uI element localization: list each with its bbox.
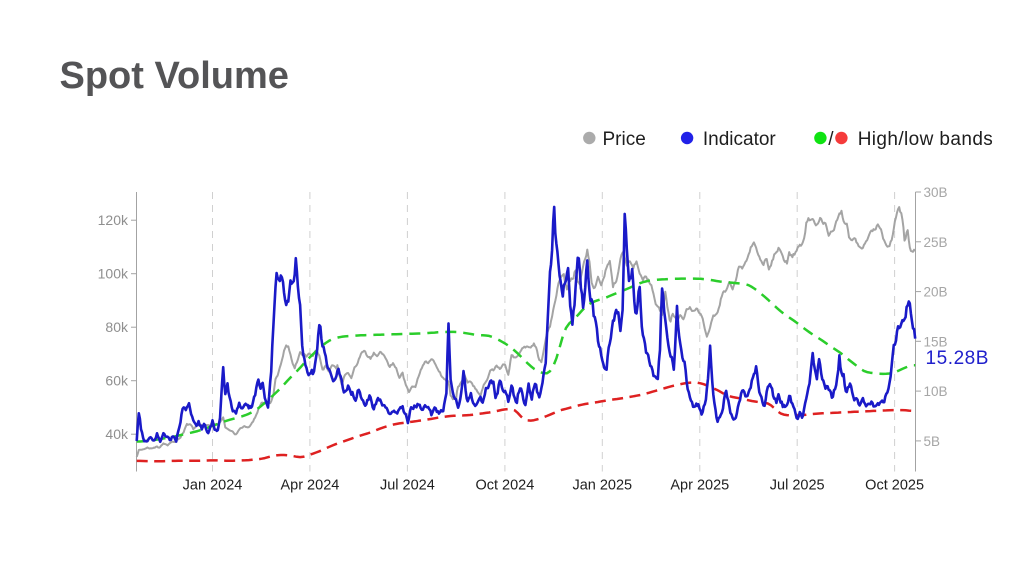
- svg-text:25B: 25B: [924, 235, 948, 250]
- svg-text:Oct 2024: Oct 2024: [475, 478, 534, 494]
- svg-text:/: /: [828, 129, 834, 150]
- svg-text:Indicator: Indicator: [703, 129, 777, 150]
- svg-text:15.28B: 15.28B: [926, 348, 990, 369]
- svg-text:Price: Price: [603, 129, 646, 150]
- svg-text:Jul 2024: Jul 2024: [380, 478, 435, 494]
- svg-text:Jan 2024: Jan 2024: [183, 478, 243, 494]
- svg-text:15B: 15B: [924, 334, 948, 349]
- svg-text:60k: 60k: [105, 373, 129, 389]
- svg-text:Spot Volume: Spot Volume: [60, 55, 289, 97]
- svg-text:40k: 40k: [105, 426, 129, 442]
- svg-text:100k: 100k: [98, 266, 129, 282]
- svg-text:5B: 5B: [924, 434, 941, 449]
- svg-text:Jul 2025: Jul 2025: [770, 478, 825, 494]
- svg-text:Oct 2025: Oct 2025: [865, 478, 924, 494]
- svg-text:80k: 80k: [105, 319, 129, 335]
- svg-text:Apr 2025: Apr 2025: [670, 478, 729, 494]
- svg-text:120k: 120k: [98, 212, 129, 228]
- svg-text:Jan 2025: Jan 2025: [572, 478, 632, 494]
- svg-text:Apr 2024: Apr 2024: [280, 478, 339, 494]
- svg-text:20B: 20B: [924, 285, 948, 300]
- svg-text:10B: 10B: [924, 384, 948, 399]
- svg-text:30B: 30B: [924, 185, 948, 200]
- svg-text:High/low bands: High/low bands: [858, 129, 994, 150]
